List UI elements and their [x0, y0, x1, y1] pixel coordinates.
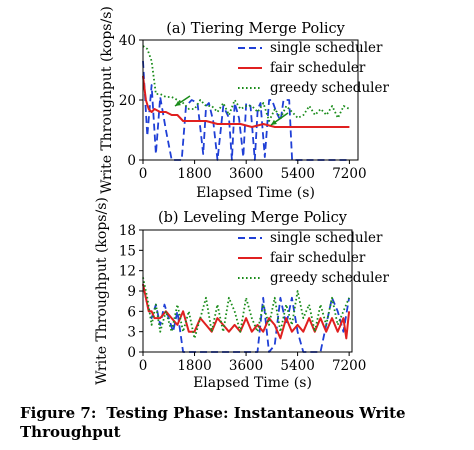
annotation-arrowhead — [175, 100, 181, 106]
x-axis-label: Elapsed Time (s) — [196, 185, 315, 201]
y-tick-label: 18 — [119, 223, 136, 239]
y-tick-label: 15 — [119, 243, 136, 259]
y-tick-label: 3 — [127, 325, 136, 341]
y-tick-label: 0 — [127, 153, 136, 169]
chart-b: (b) Leveling Merge Policy 0 1800 3600 5400 72… — [94, 197, 389, 391]
legend-label: fair scheduler — [270, 60, 366, 76]
y-axis-label: Write Throughput (kops/s) — [94, 197, 110, 385]
x-axis-label: Elapsed Time (s) — [193, 375, 312, 391]
plot-frame — [142, 39, 359, 161]
chart-a: (a) Tiering Merge Policy 0 1800 3600 5400 720… — [99, 6, 389, 201]
x-tick-label: 0 — [139, 358, 148, 374]
series-line-greedy-scheduler — [142, 45, 350, 122]
annotation-arrowhead — [271, 119, 277, 125]
legend-label: fair scheduler — [270, 250, 366, 266]
y-tick-label: 12 — [119, 264, 136, 280]
x-tick-label: 5400 — [281, 166, 315, 182]
series-line-fair-scheduler — [142, 283, 351, 340]
x-tick-label: 1800 — [177, 358, 211, 374]
y-tick-label: 9 — [127, 284, 136, 300]
x-tick-label: 3600 — [229, 166, 263, 182]
legend-label: greedy scheduler — [270, 270, 389, 286]
legend-label: greedy scheduler — [270, 80, 389, 96]
figure-caption: Figure 7: Testing Phase: Instantaneous Wr… — [20, 404, 460, 442]
y-tick-label: 20 — [119, 93, 136, 109]
x-tick-label: 7200 — [332, 358, 366, 374]
caption-label: Figure 7: — [20, 404, 97, 422]
x-tick-label: 5400 — [280, 358, 314, 374]
x-tick-label: 0 — [139, 166, 148, 182]
chart-title: (a) Tiering Merge Policy — [166, 21, 345, 37]
x-tick-label: 1800 — [177, 166, 211, 182]
legend-label: single scheduler — [270, 40, 383, 56]
y-axis-label: Write Throughput (kops/s) — [99, 6, 115, 194]
chart-title: (b) Leveling Merge Policy — [158, 210, 348, 226]
legend-label: single scheduler — [270, 230, 383, 246]
series-line-fair-scheduler — [142, 75, 350, 128]
y-tick-label: 6 — [127, 304, 136, 320]
y-tick-label: 40 — [119, 33, 136, 49]
y-tick-label: 0 — [127, 345, 136, 361]
x-tick-label: 3600 — [229, 358, 263, 374]
plot-frame — [142, 229, 353, 353]
caption-text: Testing Phase: Instantaneous Write Throu… — [20, 404, 406, 441]
x-tick-label: 7200 — [332, 166, 366, 182]
